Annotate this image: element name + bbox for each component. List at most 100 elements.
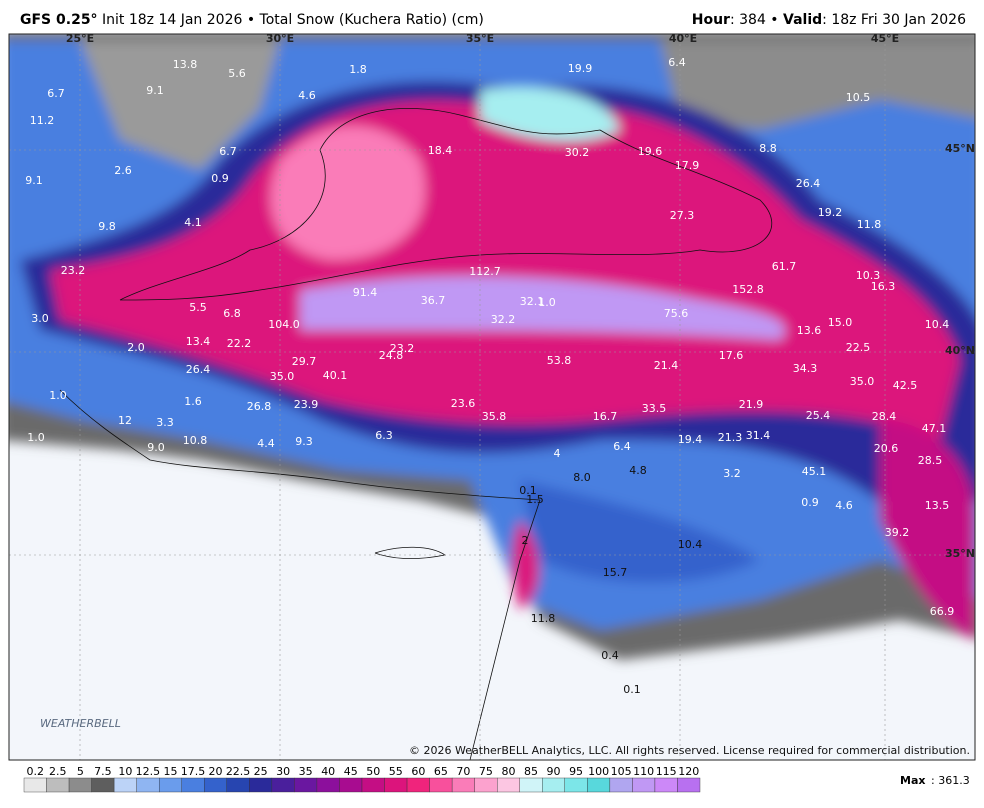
colorbar-label: 15 xyxy=(163,765,177,778)
snow-amount: 8.0 xyxy=(573,471,591,484)
colorbar-label: 2.5 xyxy=(49,765,67,778)
colorbar-label: 60 xyxy=(411,765,425,778)
snow-amount: 3.3 xyxy=(156,416,174,429)
colorbar: 0.2 2.5 5 7.5 10 12.5 15 17.5 20 22.5 25 30 35 40 45 50… xyxy=(23,765,701,793)
colorbar-label: 50 xyxy=(366,765,380,778)
snow-amount: 6.8 xyxy=(223,307,241,320)
snow-amount: 15.7 xyxy=(603,566,628,579)
snow-amount: 61.7 xyxy=(772,260,797,273)
colorbar-swatch xyxy=(384,777,408,793)
snow-amount: 1.0 xyxy=(49,389,67,402)
snow-amount: 19.6 xyxy=(638,145,663,158)
snow-amount: 13.8 xyxy=(173,58,198,71)
max-label: Max xyxy=(900,774,925,787)
snow-amount: 1.6 xyxy=(184,395,202,408)
snow-amount: 35.0 xyxy=(270,370,295,383)
snow-amount: 30.2 xyxy=(565,146,590,159)
snow-amount: 6.4 xyxy=(613,440,631,453)
snow-amount: 4.4 xyxy=(257,437,275,450)
colorbar-label: 65 xyxy=(434,765,448,778)
snow-amount: 1.8 xyxy=(349,63,367,76)
colorbar-label: 85 xyxy=(524,765,538,778)
map-frame xyxy=(8,33,976,761)
snow-amount: 17.9 xyxy=(675,159,700,172)
snow-amount: 8.8 xyxy=(759,142,777,155)
snow-amount: 21.9 xyxy=(739,398,764,411)
snow-amount: 4 xyxy=(554,447,561,460)
snow-amount: 15.0 xyxy=(828,316,853,329)
colorbar-swatch xyxy=(46,777,70,793)
colorbar-label: 10 xyxy=(118,765,132,778)
snow-amount: 5.5 xyxy=(189,301,207,314)
init: Init 18z 14 Jan 2026 • Total Snow (Kuche… xyxy=(102,12,484,28)
colorbar-swatch xyxy=(136,777,160,793)
colorbar-swatch xyxy=(609,777,633,793)
snow-amount: 21.3 xyxy=(718,431,743,444)
snow-amount: 6.7 xyxy=(219,145,237,158)
copyright: © 2026 WeatherBELL Analytics, LLC. All r… xyxy=(409,744,970,757)
snow-amount: 2.6 xyxy=(114,164,132,177)
header: GFS 0.25° Init 18z 14 Jan 2026 • Total S… xyxy=(0,0,984,34)
colorbar-label: 30 xyxy=(276,765,290,778)
colorbar-label: 115 xyxy=(656,765,677,778)
snow-amount: 13.6 xyxy=(797,324,822,337)
graticule-label: 45°E xyxy=(871,32,899,45)
colorbar-label: 40 xyxy=(321,765,335,778)
snow-amount: 35.0 xyxy=(850,375,875,388)
snow-amount: 22.5 xyxy=(846,341,871,354)
coastlines xyxy=(59,108,772,760)
snow-amount: 152.8 xyxy=(732,283,764,296)
colorbar-swatch xyxy=(181,777,205,793)
colorbar-label: 70 xyxy=(456,765,470,778)
colorbar-label: 110 xyxy=(633,765,654,778)
snow-amount: 1.0 xyxy=(27,431,45,444)
snow-amount: 26.4 xyxy=(796,177,821,190)
snow-amount: 26.8 xyxy=(247,400,272,413)
colorbar-swatch xyxy=(361,777,385,793)
snow-amount: 0.9 xyxy=(211,172,229,185)
snow-amount: 26.4 xyxy=(186,363,211,376)
hour: : 384 • xyxy=(729,12,784,28)
colorbar-label: 0.2 xyxy=(27,765,45,778)
snow-amount: 27.3 xyxy=(670,209,695,222)
colorbar-swatch xyxy=(271,777,295,793)
snow-amount: 40.1 xyxy=(323,369,348,382)
snow-amount: 104.0 xyxy=(268,318,300,331)
colorbar-swatch xyxy=(587,777,611,793)
snow-amount: 2.0 xyxy=(127,341,145,354)
colorbar-swatch xyxy=(249,777,273,793)
snow-amount: 28.4 xyxy=(872,410,897,423)
colorbar-swatch xyxy=(23,777,47,793)
snow-amount: 23.6 xyxy=(451,397,476,410)
graticule-label: 40°N xyxy=(945,344,975,357)
snow-amount: 10.4 xyxy=(678,538,703,551)
colorbar-label: 105 xyxy=(611,765,632,778)
snow-amount: 17.6 xyxy=(719,349,744,362)
graticule-label: 40°E xyxy=(669,32,697,45)
colorbar-swatch xyxy=(68,777,92,793)
colorbar-swatch xyxy=(519,777,543,793)
colorbar-swatch xyxy=(429,777,453,793)
snow-amount: 16.3 xyxy=(871,280,896,293)
snow-amount: 34.3 xyxy=(793,362,818,375)
model: GFS 0.25° xyxy=(20,12,98,28)
colorbar-swatch xyxy=(497,777,520,793)
colorbar-label: 35 xyxy=(299,765,313,778)
snow-amount: 9.0 xyxy=(147,441,165,454)
max-value: : 361.3 xyxy=(931,774,970,787)
colorbar-label: 95 xyxy=(569,765,583,778)
graticule-label: 30°E xyxy=(266,32,294,45)
snow-amount: 47.1 xyxy=(922,422,947,435)
snow-amount: 9.1 xyxy=(25,174,43,187)
snow-amount: 42.5 xyxy=(893,379,918,392)
snow-amount: 23.2 xyxy=(61,264,86,277)
colorbar-swatch xyxy=(294,777,318,793)
snow-amount: 28.5 xyxy=(918,454,943,467)
snow-amount: 9.8 xyxy=(98,220,116,233)
snow-amount: 6.7 xyxy=(47,87,65,100)
snow-amount: 45.1 xyxy=(802,465,827,478)
colorbar-swatch xyxy=(474,777,498,793)
snow-amount: 3.2 xyxy=(723,467,741,480)
